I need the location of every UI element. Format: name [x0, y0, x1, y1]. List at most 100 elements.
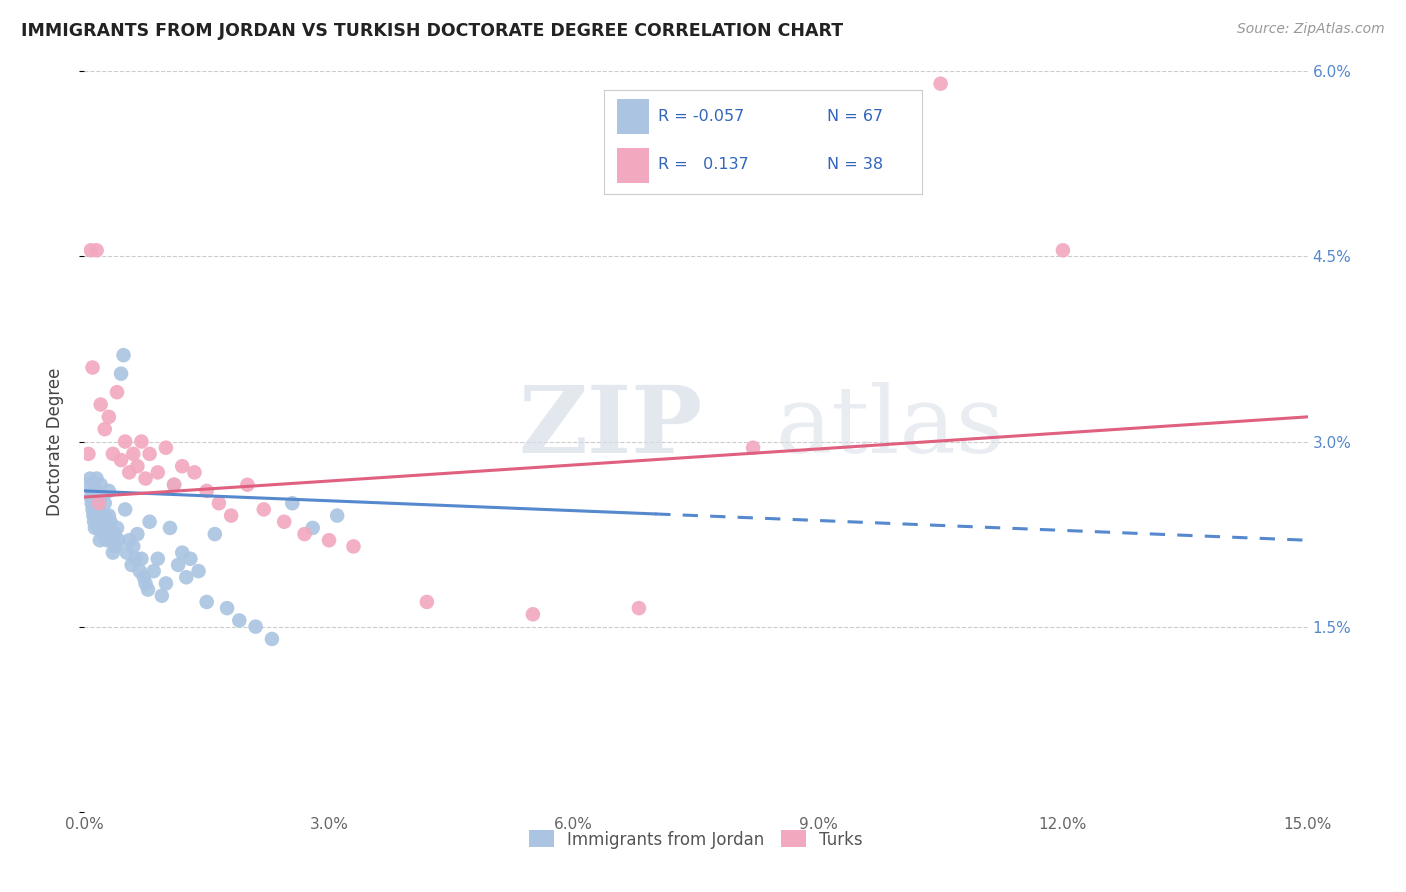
Point — [84, 521, 107, 535]
Point — [105, 385, 128, 400]
Point — [128, 564, 150, 578]
Point — [131, 551, 153, 566]
Point — [522, 607, 544, 622]
Point — [82, 502, 104, 516]
Point — [90, 398, 112, 412]
Point — [112, 348, 135, 362]
Text: IMMIGRANTS FROM JORDAN VS TURKISH DOCTORATE DEGREE CORRELATION CHART: IMMIGRANTS FROM JORDAN VS TURKISH DOCTOR… — [21, 22, 844, 40]
Point — [93, 496, 115, 510]
Point — [187, 564, 209, 578]
Point — [82, 360, 104, 375]
Point — [89, 533, 111, 548]
Point — [79, 471, 101, 485]
Point — [236, 477, 259, 491]
Point — [97, 409, 120, 424]
Point — [107, 533, 129, 548]
Point — [110, 453, 132, 467]
Point — [91, 527, 114, 541]
Point — [294, 527, 316, 541]
Point — [159, 521, 181, 535]
Point — [929, 77, 952, 91]
Point — [93, 422, 115, 436]
Point — [281, 496, 304, 510]
Point — [96, 521, 118, 535]
Point — [87, 502, 110, 516]
Point — [195, 483, 218, 498]
Point — [301, 521, 323, 535]
Point — [146, 551, 169, 566]
Point — [118, 466, 141, 480]
Point — [80, 244, 103, 258]
Point — [135, 576, 157, 591]
Point — [118, 533, 141, 548]
Point — [163, 477, 186, 491]
Point — [105, 521, 128, 535]
Point — [125, 551, 148, 566]
Point — [77, 447, 100, 461]
Point — [127, 527, 149, 541]
Point — [84, 483, 107, 498]
Point — [121, 558, 143, 572]
Point — [82, 508, 104, 523]
Point — [245, 619, 267, 633]
Point — [183, 466, 205, 480]
Point — [80, 496, 103, 510]
Point — [83, 515, 105, 529]
Point — [100, 533, 122, 548]
Point — [326, 508, 349, 523]
Point — [1052, 244, 1074, 258]
Point — [217, 601, 239, 615]
Point — [93, 508, 115, 523]
Point — [86, 244, 108, 258]
Point — [342, 540, 364, 554]
Point — [155, 576, 177, 591]
Point — [96, 533, 118, 548]
Point — [114, 502, 136, 516]
Point — [172, 459, 194, 474]
Point — [110, 367, 132, 381]
Point — [132, 570, 155, 584]
Point — [318, 533, 340, 548]
Legend: Immigrants from Jordan, Turks: Immigrants from Jordan, Turks — [522, 823, 870, 855]
Point — [87, 521, 110, 535]
Point — [142, 564, 165, 578]
Point — [742, 441, 765, 455]
Point — [146, 466, 169, 480]
Point — [103, 527, 125, 541]
Point — [136, 582, 159, 597]
Point — [115, 545, 138, 560]
Point — [80, 490, 103, 504]
Point — [150, 589, 173, 603]
Point — [219, 508, 242, 523]
Point — [127, 459, 149, 474]
Point — [97, 508, 120, 523]
Point — [163, 477, 186, 491]
Point — [91, 515, 114, 529]
Point — [228, 614, 250, 628]
Point — [100, 515, 122, 529]
Point — [627, 601, 650, 615]
Point — [77, 477, 100, 491]
Point — [172, 545, 194, 560]
Point — [138, 447, 160, 461]
Point — [104, 540, 127, 554]
Point — [135, 471, 157, 485]
Point — [273, 515, 295, 529]
Point — [90, 490, 112, 504]
Point — [101, 447, 124, 461]
Point — [174, 570, 197, 584]
Point — [90, 477, 112, 491]
Point — [122, 447, 145, 461]
Point — [260, 632, 283, 646]
Point — [167, 558, 190, 572]
Point — [131, 434, 153, 449]
Point — [208, 496, 231, 510]
Point — [114, 434, 136, 449]
Point — [253, 502, 276, 516]
Point — [122, 540, 145, 554]
Point — [416, 595, 439, 609]
Point — [97, 483, 120, 498]
Point — [82, 483, 104, 498]
Point — [86, 471, 108, 485]
Point — [155, 441, 177, 455]
